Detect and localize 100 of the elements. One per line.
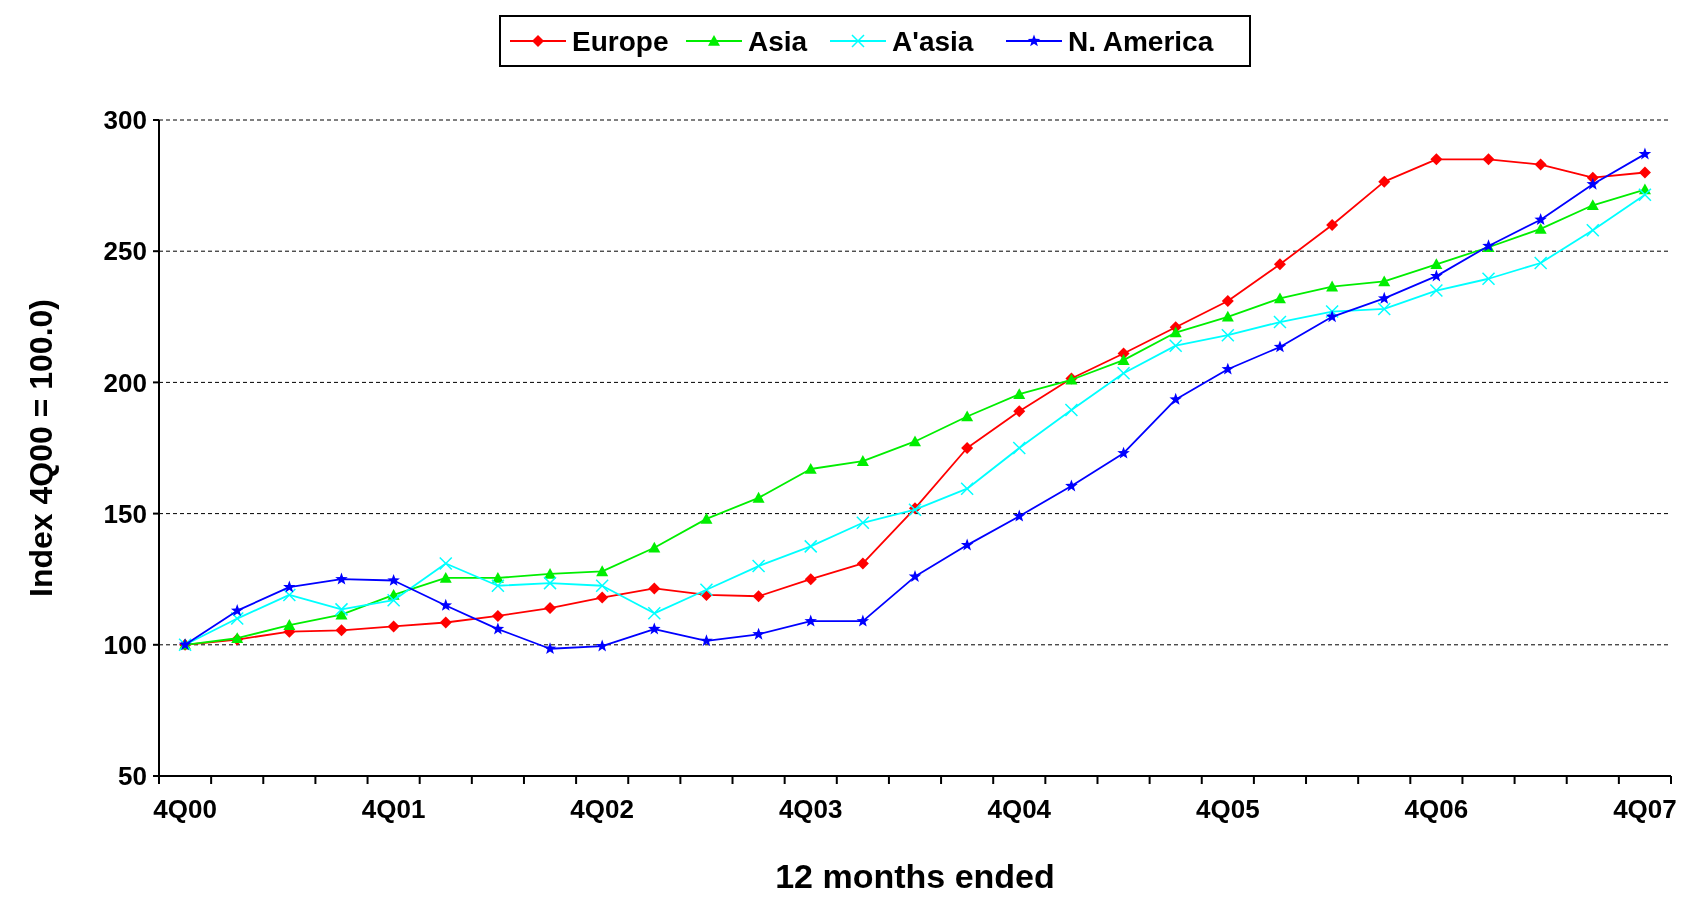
point <box>647 606 662 621</box>
point <box>908 569 922 582</box>
point <box>1064 403 1079 417</box>
point <box>439 616 452 629</box>
point <box>1168 338 1183 353</box>
point <box>1273 340 1287 353</box>
point <box>595 579 609 593</box>
point <box>543 576 557 590</box>
point <box>1169 326 1182 338</box>
point <box>1586 223 1600 237</box>
point <box>1273 315 1287 329</box>
point <box>804 614 817 627</box>
point <box>648 541 661 553</box>
legend-label: A'asia <box>892 25 974 57</box>
point <box>439 556 453 571</box>
point <box>648 622 661 635</box>
point <box>1169 392 1182 405</box>
point <box>1221 328 1235 342</box>
legend-label: Europe <box>572 25 669 57</box>
y-tick-label: 300 <box>103 105 147 136</box>
legend-label: N. America <box>1068 25 1214 57</box>
point <box>1378 275 1391 287</box>
point <box>335 572 348 585</box>
point <box>1273 258 1286 271</box>
point <box>961 410 974 422</box>
point <box>282 588 297 602</box>
point <box>1325 304 1339 319</box>
point <box>595 639 609 652</box>
point <box>856 516 870 530</box>
point <box>699 582 714 597</box>
y-tick-label: 200 <box>103 367 147 398</box>
point <box>1377 302 1391 316</box>
point <box>961 442 974 454</box>
x-tick-label: 4Q06 <box>1404 794 1469 824</box>
point <box>1221 362 1235 375</box>
point <box>439 598 453 611</box>
point <box>1586 199 1599 211</box>
point <box>856 614 870 627</box>
point <box>283 580 296 593</box>
point <box>1012 441 1027 455</box>
point <box>596 565 609 577</box>
x-tick-label: 4Q01 <box>361 794 426 824</box>
legend-label: Asia <box>748 25 808 57</box>
point <box>1377 291 1391 304</box>
point <box>1534 222 1547 234</box>
y-tick-label: 100 <box>103 629 147 660</box>
point <box>491 622 505 635</box>
x-tick-label: 4Q07 <box>1613 794 1677 824</box>
point <box>700 512 713 524</box>
y-axis-title: Index 4Q00 = 100.0) <box>23 299 59 597</box>
y-tick-label: 50 <box>118 761 147 792</box>
point <box>386 593 401 607</box>
point <box>1638 188 1652 202</box>
point <box>1586 177 1600 190</box>
point <box>700 634 713 647</box>
point <box>439 571 452 583</box>
point <box>544 602 557 615</box>
point <box>1429 283 1444 298</box>
point <box>1273 292 1286 304</box>
x-tick-label: 4Q03 <box>778 794 843 824</box>
point <box>543 642 557 655</box>
point <box>491 609 504 622</box>
point <box>751 559 766 573</box>
point <box>335 624 348 637</box>
point <box>1378 175 1391 188</box>
point <box>230 604 244 617</box>
y-tick-label: 250 <box>103 236 147 267</box>
point <box>1325 310 1339 323</box>
point <box>803 539 818 554</box>
point <box>1430 153 1443 166</box>
x-axis-title: 12 months ended <box>775 857 1055 895</box>
point <box>1221 310 1234 322</box>
point <box>334 602 349 617</box>
point <box>752 491 765 503</box>
y-tick-label: 150 <box>103 498 147 529</box>
point <box>1013 509 1026 522</box>
point <box>1638 147 1652 160</box>
x-tick-label: 4Q00 <box>153 794 217 824</box>
x-tick-label: 4Q02 <box>570 794 634 824</box>
point <box>1326 218 1339 231</box>
point <box>804 573 817 586</box>
point <box>909 435 921 447</box>
point <box>1013 388 1026 400</box>
point <box>1533 256 1548 270</box>
point <box>1221 295 1234 308</box>
point <box>1013 405 1026 418</box>
point <box>1534 158 1547 171</box>
point <box>230 611 244 626</box>
point <box>1430 269 1443 282</box>
point <box>596 591 609 604</box>
point <box>648 582 661 595</box>
x-tick-label: 4Q05 <box>1196 794 1260 824</box>
point <box>1065 479 1078 492</box>
point <box>1116 366 1131 380</box>
point <box>387 620 400 633</box>
x-tick-label: 4Q04 <box>987 794 1052 824</box>
point <box>1326 280 1339 292</box>
point <box>544 567 557 579</box>
point <box>856 557 869 570</box>
point <box>804 462 817 474</box>
